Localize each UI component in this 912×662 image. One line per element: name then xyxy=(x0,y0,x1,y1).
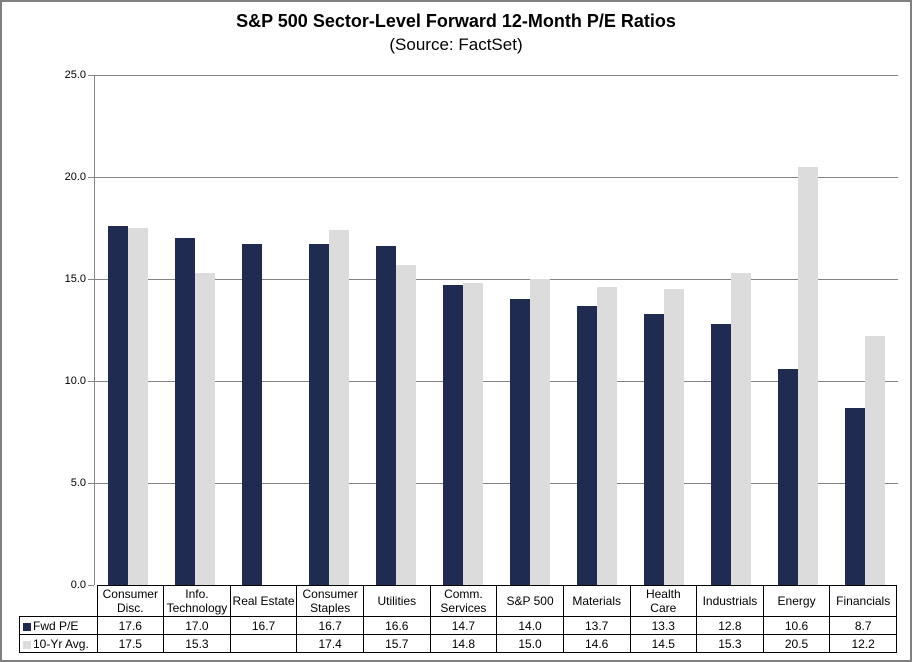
gridline xyxy=(95,381,898,382)
value-cell: 15.3 xyxy=(163,634,231,653)
value-cell: 15.7 xyxy=(363,634,431,653)
gridline xyxy=(95,75,898,76)
category-header-cell: Consumer Staples xyxy=(296,585,364,617)
gridline xyxy=(95,483,898,484)
bar-10yr-avg xyxy=(730,273,751,585)
value-cell: 17.4 xyxy=(296,634,364,653)
value-cell: 15.0 xyxy=(496,634,564,653)
y-axis-tick-label: 0.0 xyxy=(70,579,86,591)
bar-fwd-pe xyxy=(175,238,196,585)
row-label-cell: 10-Yr Avg. xyxy=(19,634,98,653)
gridline xyxy=(95,177,898,178)
chart-subtitle: (Source: FactSet) xyxy=(389,35,523,54)
value-cell: 16.6 xyxy=(363,616,431,635)
value-cell: 16.7 xyxy=(229,616,298,635)
bar-10yr-avg xyxy=(797,167,818,585)
value-cell: 12.2 xyxy=(829,634,897,653)
bar-fwd-pe xyxy=(376,246,397,585)
y-axis-tick-label: 5.0 xyxy=(70,477,86,489)
y-axis-tick-mark xyxy=(88,75,94,76)
y-axis-tick-mark xyxy=(88,177,94,178)
bar-10yr-avg xyxy=(195,273,216,585)
value-cell: 14.0 xyxy=(496,616,564,635)
bar-fwd-pe xyxy=(242,244,263,585)
y-axis-tick-label: 20.0 xyxy=(64,171,86,183)
bar-fwd-pe xyxy=(710,324,731,585)
y-axis-tick-label: 10.0 xyxy=(64,375,86,387)
value-cell: 17.5 xyxy=(96,634,165,653)
value-cell: 14.8 xyxy=(429,634,498,653)
value-cell: 14.5 xyxy=(629,634,698,653)
value-cell: 8.7 xyxy=(829,616,897,635)
row-label-cell: Fwd P/E xyxy=(19,616,98,635)
value-cell: 13.3 xyxy=(629,616,698,635)
y-axis-tick-mark xyxy=(88,483,94,484)
plot-area xyxy=(94,75,898,585)
table-row: Fwd P/E 17.6 17.0 16.7 16.7 16.6 14.7 14.0 13.7 1… xyxy=(19,616,897,635)
value-cell: 12.8 xyxy=(696,616,764,635)
y-axis-tick-label: 15.0 xyxy=(64,273,86,285)
category-header-cell: Financials xyxy=(829,585,897,617)
bar-fwd-pe xyxy=(844,408,865,585)
table-row: 10-Yr Avg. 17.5 15.3 17.4 15.7 14.8 15.0 14.6 14… xyxy=(19,634,897,653)
bar-fwd-pe xyxy=(643,314,664,585)
category-header-cell: Comm. Services xyxy=(429,585,498,617)
category-header-cell: S&P 500 xyxy=(496,585,564,617)
bar-fwd-pe xyxy=(443,285,464,585)
bar-fwd-pe xyxy=(777,369,798,585)
bar-10yr-avg xyxy=(463,283,484,585)
value-cell xyxy=(229,634,298,653)
value-cell: 16.7 xyxy=(296,616,364,635)
y-axis-tick-label: 25.0 xyxy=(64,69,86,81)
y-axis-tick-mark xyxy=(88,585,94,586)
value-cell: 17.6 xyxy=(96,616,165,635)
value-cell: 10.6 xyxy=(762,616,831,635)
value-cell: 14.7 xyxy=(429,616,498,635)
legend-swatch-fwd-pe xyxy=(23,622,31,631)
value-cell: 17.0 xyxy=(163,616,231,635)
category-header-cell: Energy xyxy=(762,585,831,617)
bar-10yr-avg xyxy=(529,279,550,585)
chart-title: S&P 500 Sector-Level Forward 12-Month P/… xyxy=(236,11,676,31)
category-header-cell: Utilities xyxy=(363,585,431,617)
bar-10yr-avg xyxy=(396,265,417,585)
data-table: Consumer Disc. Info. Technology Real Estat… xyxy=(19,585,897,653)
bar-fwd-pe xyxy=(509,299,530,585)
series-name-label: 10-Yr Avg. xyxy=(33,636,89,651)
bar-fwd-pe xyxy=(576,306,597,585)
bar-10yr-avg xyxy=(596,287,617,585)
bar-fwd-pe xyxy=(108,226,129,585)
bar-10yr-avg xyxy=(864,336,885,585)
value-cell: 20.5 xyxy=(762,634,831,653)
category-header-cell: Materials xyxy=(562,585,631,617)
category-header-cell: Consumer Disc. xyxy=(96,585,165,617)
legend-swatch-10yr-avg xyxy=(23,640,31,649)
gridline xyxy=(95,279,898,280)
value-cell: 13.7 xyxy=(562,616,631,635)
bar-10yr-avg xyxy=(128,228,149,585)
bar-10yr-avg xyxy=(329,230,350,585)
y-axis-tick-mark xyxy=(88,279,94,280)
category-header-cell: Real Estate xyxy=(229,585,298,617)
category-header-cell: Health Care xyxy=(629,585,698,617)
value-cell: 14.6 xyxy=(562,634,631,653)
table-corner-spacer xyxy=(20,586,98,617)
category-header-cell: Industrials xyxy=(696,585,764,617)
series-name-label: Fwd P/E xyxy=(33,618,79,633)
y-axis-tick-mark xyxy=(88,381,94,382)
category-header-cell: Info. Technology xyxy=(163,585,231,617)
value-cell: 15.3 xyxy=(696,634,764,653)
bar-10yr-avg xyxy=(663,289,684,585)
bar-fwd-pe xyxy=(309,244,330,585)
